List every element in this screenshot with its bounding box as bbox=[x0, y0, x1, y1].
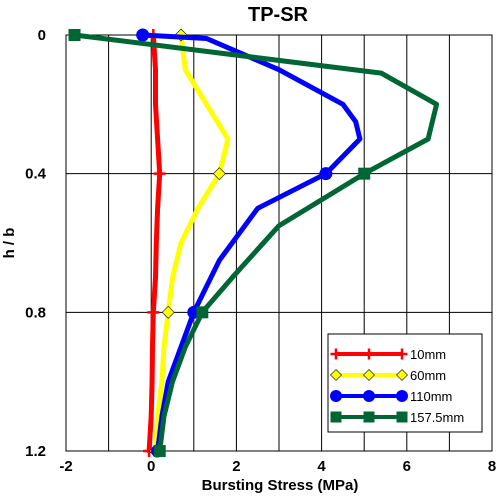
series-point bbox=[161, 305, 175, 319]
legend-item: 110mm bbox=[330, 389, 452, 404]
legend-swatch-marker bbox=[330, 348, 342, 360]
legend-swatch-marker bbox=[330, 390, 342, 402]
x-tick-labels: -2 0 2 4 6 8 bbox=[59, 458, 496, 475]
x-tick-label: 6 bbox=[403, 458, 411, 475]
legend-swatch-marker bbox=[363, 369, 375, 381]
x-axis-label: Bursting Stress (MPa) bbox=[202, 477, 359, 494]
legend-swatch-marker bbox=[363, 390, 375, 402]
legend: 10mm 60mm 110mm 157.5mm bbox=[327, 333, 483, 433]
chart-title: TP-SR bbox=[248, 4, 309, 26]
series-point bbox=[212, 167, 226, 181]
y-tick-label: 0.8 bbox=[25, 304, 46, 321]
legend-label: 60mm bbox=[410, 368, 446, 383]
x-tick-label: 0 bbox=[147, 458, 155, 475]
series-point bbox=[196, 306, 209, 319]
series-line bbox=[153, 32, 231, 454]
legend-swatch-marker bbox=[396, 411, 408, 423]
legend-label: 110mm bbox=[410, 389, 452, 404]
legend-label: 10mm bbox=[410, 347, 446, 362]
series-point bbox=[358, 167, 371, 180]
series-point bbox=[147, 306, 160, 319]
series-point bbox=[319, 167, 333, 181]
y-axis-label: h / b bbox=[1, 228, 18, 259]
x-tick-label: 4 bbox=[317, 458, 326, 475]
legend-item: 60mm bbox=[330, 368, 446, 383]
series-point bbox=[68, 29, 81, 41]
legend-swatch-marker bbox=[396, 348, 408, 360]
x-tick-label: 8 bbox=[488, 458, 496, 475]
legend-item: 10mm bbox=[330, 347, 446, 362]
y-tick-labels: 0 0.4 0.8 1.2 bbox=[25, 27, 47, 460]
y-tick-label: 0.4 bbox=[25, 166, 47, 183]
series-point bbox=[136, 28, 150, 42]
legend-swatch-marker bbox=[363, 411, 375, 423]
y-tick-label: 0 bbox=[38, 27, 46, 44]
series-point bbox=[153, 167, 166, 180]
series-layer bbox=[68, 28, 440, 458]
y-tick-label: 1.2 bbox=[25, 443, 46, 460]
series-60mm bbox=[149, 28, 231, 458]
x-tick-label: -2 bbox=[59, 458, 72, 475]
series-line bbox=[72, 32, 440, 454]
legend-swatch-marker bbox=[330, 411, 342, 423]
series-line bbox=[140, 32, 363, 454]
plot-frame bbox=[65, 34, 493, 452]
legend-swatch-marker bbox=[396, 369, 408, 381]
legend-swatch-marker bbox=[330, 369, 342, 381]
legend-swatch-marker bbox=[363, 348, 375, 360]
series-157.5mm bbox=[68, 29, 440, 457]
legend-label: 157.5mm bbox=[410, 410, 464, 425]
legend-item: 157.5mm bbox=[330, 410, 464, 425]
series-point bbox=[153, 445, 166, 457]
series-line bbox=[146, 32, 163, 454]
legend-swatch-marker bbox=[396, 390, 408, 402]
x-tick-label: 2 bbox=[232, 458, 240, 475]
